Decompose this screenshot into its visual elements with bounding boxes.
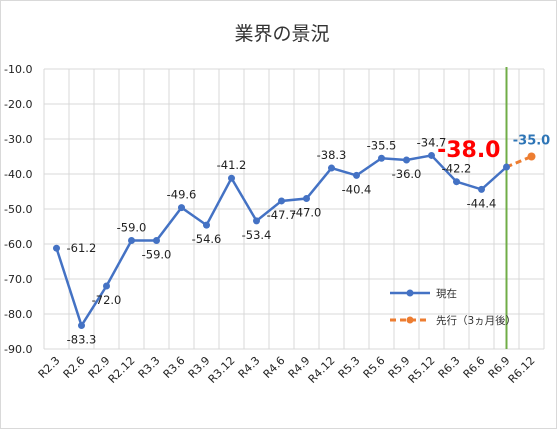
current-point bbox=[453, 178, 460, 186]
current-point bbox=[178, 204, 185, 212]
y-tick-label: -20.0 bbox=[4, 98, 32, 111]
legend-marker-forecast bbox=[406, 316, 414, 324]
data-label: -47.0 bbox=[292, 206, 322, 220]
current-point bbox=[128, 237, 135, 244]
current-point bbox=[253, 217, 260, 225]
y-tick-label: -10.0 bbox=[4, 63, 32, 76]
data-label: -83.3 bbox=[67, 333, 97, 347]
current-point bbox=[428, 151, 435, 159]
legend-label-forecast: 先行（3ヵ月後） bbox=[436, 314, 516, 327]
data-label: -38.3 bbox=[317, 148, 347, 162]
chart-title: 業界の景況 bbox=[234, 23, 329, 45]
data-label-highlight: -38.0 bbox=[437, 138, 500, 163]
forecast-point bbox=[527, 152, 536, 161]
current-point bbox=[78, 322, 85, 330]
current-point bbox=[53, 244, 60, 252]
data-label: -42.2 bbox=[442, 162, 472, 176]
current-point bbox=[403, 156, 410, 164]
data-label: -36.0 bbox=[392, 167, 422, 181]
current-point bbox=[353, 171, 360, 179]
data-label: -35.5 bbox=[367, 138, 397, 152]
legend-marker-current bbox=[406, 289, 414, 297]
data-label: -61.2 bbox=[67, 241, 97, 255]
legend-label-current: 現在 bbox=[436, 288, 457, 300]
data-label: -54.6 bbox=[192, 232, 222, 246]
forecast-series-line bbox=[505, 155, 533, 169]
data-label: -40.4 bbox=[342, 182, 372, 196]
y-tick-label: -90.0 bbox=[4, 343, 32, 356]
data-label: -49.6 bbox=[167, 188, 197, 202]
current-point bbox=[503, 163, 510, 171]
y-tick-label: -80.0 bbox=[4, 308, 32, 321]
data-label: -34.7 bbox=[417, 135, 447, 149]
current-point bbox=[303, 195, 310, 202]
data-label: -53.4 bbox=[242, 228, 272, 242]
data-label: -59.0 bbox=[142, 248, 172, 262]
data-label: -72.0 bbox=[92, 293, 122, 307]
y-tick-label: -40.0 bbox=[4, 168, 32, 181]
current-point bbox=[103, 282, 110, 290]
y-tick-label: -70.0 bbox=[4, 273, 32, 286]
data-label: -47.7 bbox=[267, 208, 297, 222]
data-label: -59.0 bbox=[117, 221, 147, 235]
current-point bbox=[203, 221, 210, 229]
current-point bbox=[328, 164, 335, 172]
current-point bbox=[278, 197, 285, 205]
data-label: -41.2 bbox=[217, 158, 247, 172]
y-tick-label: -60.0 bbox=[4, 238, 32, 251]
data-label: -44.4 bbox=[467, 196, 497, 210]
y-tick-label: -30.0 bbox=[4, 133, 32, 146]
current-point bbox=[378, 154, 385, 162]
forecast-data-label: -35.0 bbox=[513, 134, 550, 149]
y-tick-label: -50.0 bbox=[4, 203, 32, 216]
current-point bbox=[228, 174, 235, 182]
current-point bbox=[153, 237, 160, 244]
current-point bbox=[478, 185, 485, 193]
